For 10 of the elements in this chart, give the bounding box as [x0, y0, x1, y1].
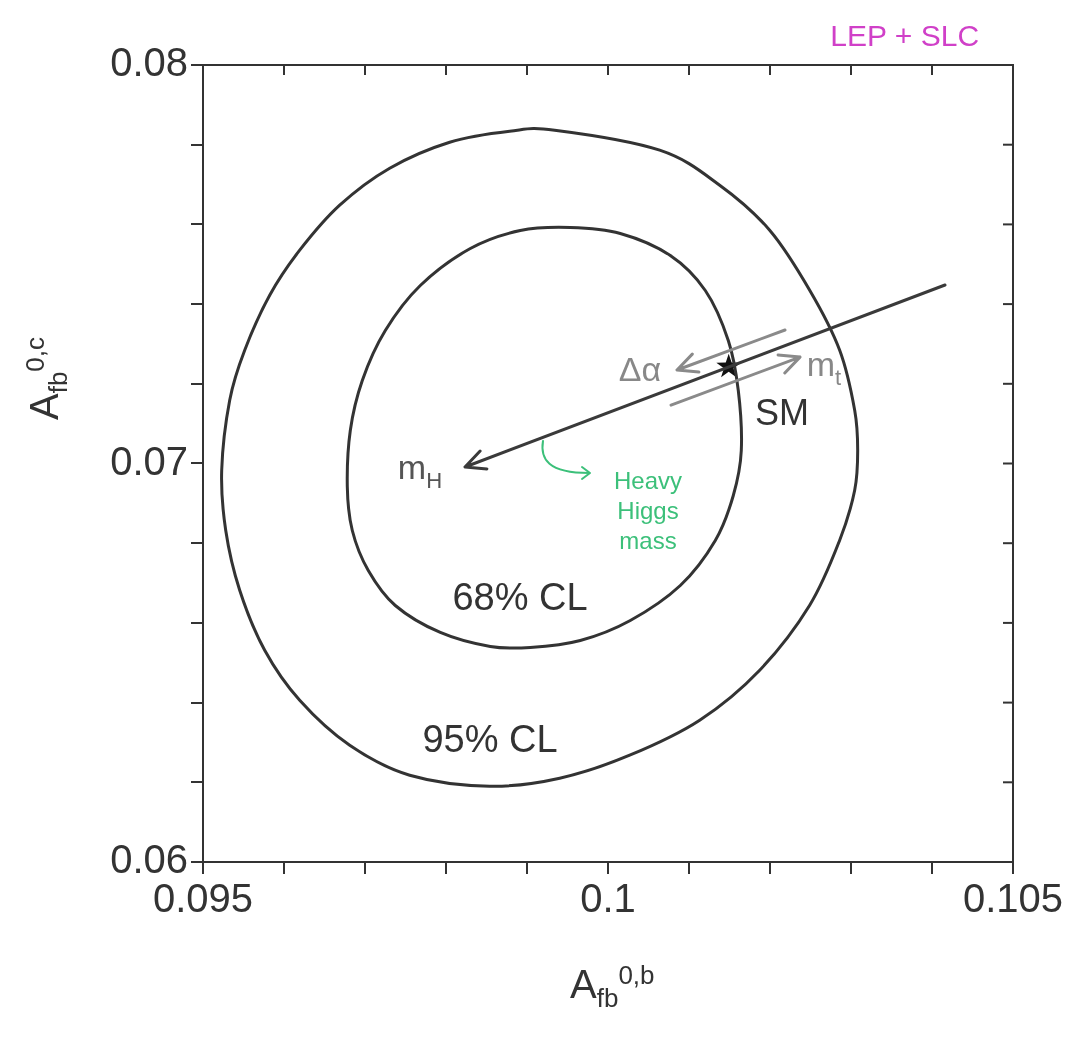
annotation: Δα: [618, 350, 662, 389]
y-tick-label: 0.07: [110, 438, 188, 483]
annotation: 95% CL: [422, 718, 558, 761]
y-tick-label: 0.08: [110, 40, 188, 85]
x-tick-label: 0.1: [580, 876, 636, 921]
annotation: 68% CL: [452, 576, 588, 619]
annotation: Heavy Higgs mass: [613, 466, 683, 554]
text: LEP + SLC: [830, 19, 980, 53]
x-tick-label: 0.105: [962, 876, 1064, 921]
annotation: SM: [755, 391, 809, 433]
